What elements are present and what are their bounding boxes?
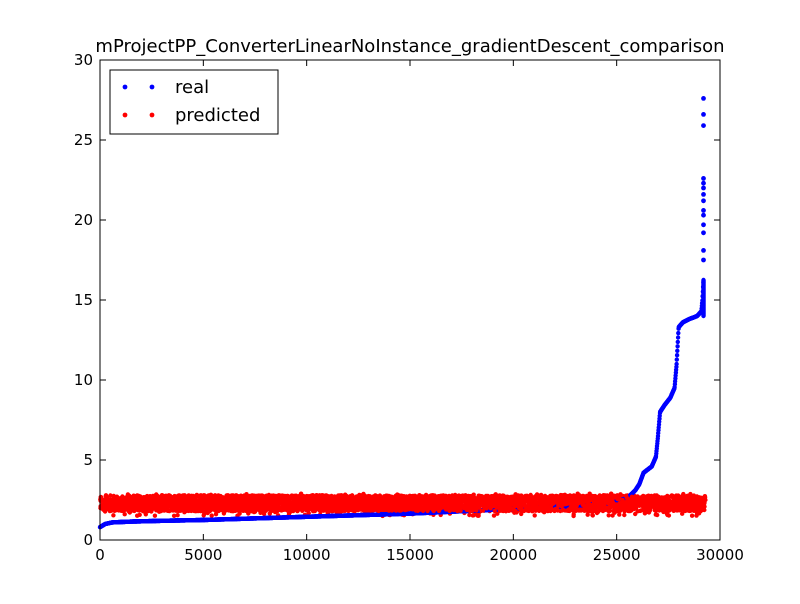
- predicted-point: [655, 512, 660, 518]
- predicted-point: [666, 513, 672, 518]
- predicted-point: [622, 512, 627, 518]
- predicted-point: [467, 512, 472, 518]
- predicted-point: [519, 511, 524, 517]
- predicted-point: [171, 513, 177, 518]
- predicted-point: [571, 512, 576, 517]
- plot-area: [97, 96, 708, 530]
- predicted-point: [653, 507, 658, 513]
- predicted-point: [111, 513, 116, 518]
- predicted-point: [702, 507, 707, 513]
- predicted-point: [689, 513, 695, 518]
- predicted-point: [202, 511, 207, 516]
- predicted-point: [532, 513, 537, 518]
- predicted-point: [143, 512, 148, 517]
- predicted-point: [137, 512, 142, 517]
- predicted-point: [209, 513, 214, 518]
- predicted-point: [102, 509, 108, 514]
- predicted-point: [702, 504, 707, 509]
- predicted-point: [617, 512, 622, 517]
- predicted-point: [491, 513, 497, 518]
- predicted-point: [152, 513, 158, 518]
- chart-title: mProjectPP_ConverterLinearNoInstance_gra…: [95, 36, 724, 57]
- predicted-point: [590, 513, 595, 518]
- predicted-point: [585, 512, 590, 517]
- predicted-point: [175, 513, 180, 518]
- predicted-point: [122, 512, 127, 517]
- predicted-point: [702, 495, 708, 500]
- predicted-point: [680, 511, 685, 516]
- predicted-point: [108, 493, 113, 498]
- predicted-point: [213, 512, 219, 517]
- predicted-point: [606, 513, 611, 518]
- predicted-point: [702, 500, 707, 505]
